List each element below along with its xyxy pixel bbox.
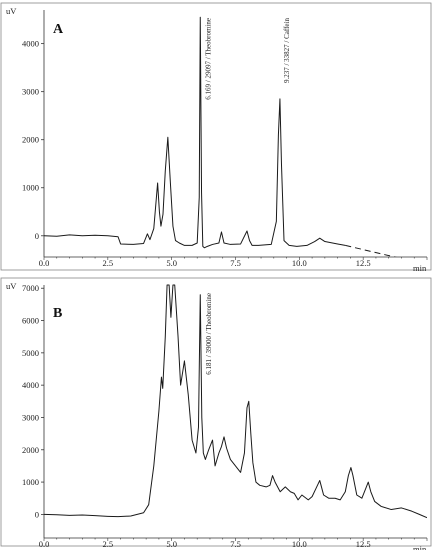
panel-label: A <box>53 22 64 37</box>
y-tick-label: 1000 <box>22 183 39 193</box>
x-tick-label: 2.5 <box>103 258 114 268</box>
x-tick-label: 10.0 <box>292 258 307 268</box>
y-tick-label: 4000 <box>22 39 39 49</box>
y-tick-label: 6000 <box>22 316 39 326</box>
chromatogram-trace <box>44 16 346 249</box>
y-tick-label: 1000 <box>22 477 39 487</box>
panel-frame <box>0 2 432 271</box>
chromatogram-trace <box>44 284 427 519</box>
y-axis-unit-label: uV <box>6 281 17 291</box>
x-tick-label: 2.5 <box>103 539 114 549</box>
y-tick-label: 2000 <box>22 445 39 455</box>
x-tick-label: 12.5 <box>356 539 371 549</box>
panel-label: B <box>53 306 62 321</box>
peak-annotation: 6.169 / 29097 / Theobromine <box>205 18 213 100</box>
x-axis-unit-label: min <box>413 544 427 550</box>
x-tick-label: 5.0 <box>166 539 177 549</box>
y-tick-label: 4000 <box>22 380 39 390</box>
y-tick-label: 2000 <box>22 135 39 145</box>
peak-annotation: 9.237 / 33827 / Caffein <box>283 18 291 84</box>
peak-annotation: 6.181 / 39000 / Theobromine <box>205 293 213 375</box>
x-tick-label: 5.0 <box>166 258 177 268</box>
y-tick-label: 0 <box>35 231 39 241</box>
x-tick-label: 0.0 <box>39 258 50 268</box>
y-axis-unit-label: uV <box>6 6 17 16</box>
chart-panel-b: 0 1000 2000 3000 4000 5000 6000 7000 0.0 2.5 5.0 7.… <box>0 277 432 550</box>
x-axis-unit-label: min <box>413 263 427 273</box>
y-tick-label: 5000 <box>22 348 39 358</box>
x-tick-label: 10.0 <box>292 539 307 549</box>
y-tick-label: 0 <box>35 509 39 519</box>
x-tick-label: 7.5 <box>230 539 241 549</box>
x-tick-label: 7.5 <box>230 258 241 268</box>
x-tick-label: 0.0 <box>39 539 50 549</box>
panel-frame <box>0 277 432 547</box>
y-tick-label: 7000 <box>22 283 39 293</box>
x-tick-label: 12.5 <box>356 258 371 268</box>
chart-panel-a: 0 1000 2000 3000 4000 0.0 2.5 5.0 7.5 10.0 12.5 uV m… <box>0 2 432 273</box>
baseline-extrapolation-dashed <box>345 244 397 257</box>
y-tick-label: 3000 <box>22 412 39 422</box>
y-tick-label: 3000 <box>22 87 39 97</box>
